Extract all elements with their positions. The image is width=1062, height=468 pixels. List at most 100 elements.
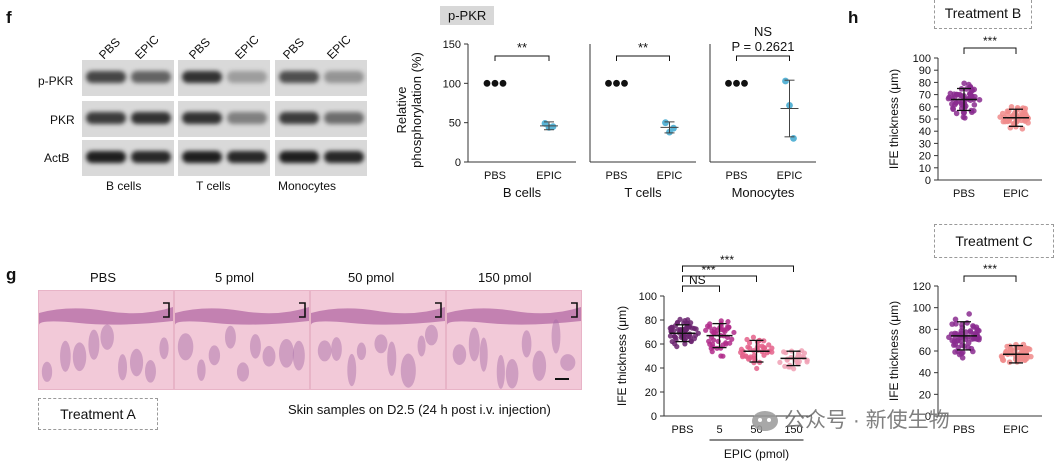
data-point: [1022, 345, 1029, 351]
hair-follicle: [208, 345, 221, 366]
x-axis-label: Monocytes: [732, 185, 795, 200]
x-axis-label: T cells: [624, 185, 662, 200]
hair-follicle: [144, 359, 156, 383]
hair-follicle: [468, 327, 480, 362]
blot-band: [182, 71, 222, 83]
x-tick-label: PBS: [953, 424, 975, 436]
data-point: [965, 339, 972, 346]
data-point: [733, 79, 740, 87]
hair-follicle: [551, 319, 561, 354]
hair-follicle: [505, 358, 519, 389]
hair-follicle: [331, 337, 342, 361]
data-point: [725, 79, 732, 87]
data-point: [499, 79, 507, 87]
hair-follicle: [521, 330, 532, 358]
data-point: [961, 80, 967, 87]
comparison-bracket: [682, 275, 757, 282]
hair-follicle: [249, 334, 261, 359]
x-tick-label: EPIC: [1003, 424, 1029, 436]
data-point: [725, 319, 731, 325]
data-point: [791, 366, 797, 372]
thickness-bracket: [163, 302, 170, 318]
data-point: [693, 326, 699, 332]
blot-band: [182, 151, 222, 163]
data-point: [973, 324, 980, 330]
histology-image-50pmol: [310, 290, 446, 390]
x-tick-label: EPIC: [657, 170, 683, 182]
data-point: [727, 340, 733, 346]
y-tick-label: 40: [919, 368, 931, 380]
hair-follicle: [224, 325, 236, 349]
blot-strip: [178, 60, 270, 96]
data-point: [959, 354, 966, 361]
hair-follicle: [41, 361, 53, 382]
data-point: [1008, 346, 1014, 353]
y-tick-label: 80: [919, 324, 931, 336]
panel-letter-h: h: [848, 8, 859, 27]
data-point: [964, 320, 970, 326]
data-point: [751, 352, 757, 359]
blot-band: [227, 112, 267, 124]
blot-band: [324, 151, 364, 163]
blot-band: [86, 151, 126, 163]
hair-follicle: [356, 342, 367, 361]
blot-band: [324, 71, 364, 83]
blot-strip: [82, 60, 174, 96]
y-tick-label: 50: [449, 118, 461, 130]
watermark: 公众号 · 新使生物: [752, 404, 950, 434]
data-point: [741, 79, 748, 87]
blot-band: [131, 151, 171, 163]
significance-label: ***: [983, 262, 997, 276]
y-tick-label: 0: [925, 175, 931, 187]
x-axis-label: EPIC (pmol): [724, 447, 789, 461]
y-tick-label: 120: [913, 281, 931, 293]
blot-group-label: Monocytes: [278, 179, 337, 193]
data-point: [672, 341, 678, 347]
thickness-bracket: [435, 302, 442, 318]
y-tick-label: 100: [913, 53, 931, 65]
epidermis-layer: [39, 307, 173, 325]
blot-strip: [82, 101, 174, 137]
tissue-background: [175, 291, 309, 389]
data-point: [673, 335, 679, 341]
data-point: [613, 79, 620, 87]
data-point: [766, 342, 772, 348]
data-point: [483, 79, 491, 87]
blot-strip: [275, 60, 367, 96]
y-axis-label: IFE thickness (μm): [615, 306, 629, 406]
blot-band: [279, 71, 319, 83]
histology-image-150pmol: [446, 290, 582, 390]
hair-follicle: [159, 337, 169, 360]
blot-band: [131, 71, 171, 83]
hair-follicle: [100, 324, 114, 350]
x-tick-label: EPIC: [777, 170, 803, 182]
y-tick-label: 0: [925, 411, 931, 423]
hair-follicle: [374, 334, 388, 354]
blot-strip: [82, 140, 174, 176]
y-tick-label: 90: [919, 65, 931, 77]
hair-follicle: [496, 354, 505, 389]
significance-label: **: [517, 40, 527, 55]
data-point: [710, 337, 717, 343]
significance-bracket: [736, 55, 790, 61]
data-point: [760, 344, 766, 351]
data-point: [976, 96, 983, 103]
y-tick-label: 20: [919, 389, 931, 401]
blot-band: [279, 151, 319, 163]
data-point: [951, 91, 957, 97]
data-point: [605, 79, 612, 87]
y-tick-label: 20: [645, 387, 657, 399]
data-point: [966, 311, 972, 317]
data-point: [743, 353, 749, 359]
watermark-text: 公众号 · 新使生物: [784, 409, 950, 432]
hair-follicle: [400, 353, 416, 388]
data-point: [971, 102, 978, 108]
significance-label: NS: [754, 24, 772, 39]
blot-band: [182, 112, 222, 124]
significance-label: **: [638, 40, 648, 55]
significance-bracket: [494, 55, 550, 61]
data-point: [761, 352, 767, 358]
significance-bracket: [963, 47, 1017, 54]
